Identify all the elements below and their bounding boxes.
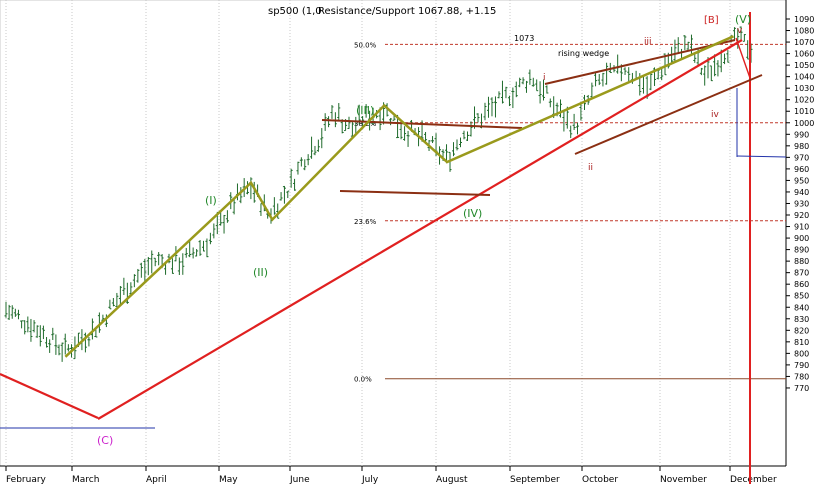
wave-label-iv-major: (IV): [463, 207, 482, 220]
y-tick-label: 950: [794, 176, 809, 185]
y-tick-label: 860: [794, 280, 809, 289]
y-axis-area: [786, 0, 818, 484]
y-tick-label: 1070: [794, 38, 814, 47]
y-tick-label: 960: [794, 165, 809, 174]
y-tick-label: 1050: [794, 61, 814, 70]
y-tick-label: 1080: [794, 27, 814, 36]
y-tick-label: 1040: [794, 73, 814, 82]
projection-drop-line: [735, 37, 751, 79]
wave-label-v-minor: v: [737, 26, 743, 36]
y-tick-label: 770: [794, 384, 809, 393]
wave-label-ii-minor: ii: [588, 163, 593, 173]
y-tick-label: 780: [794, 372, 809, 381]
peak-price-label: 1073: [514, 34, 534, 43]
wave-label-iii-major: (III): [356, 104, 374, 117]
y-axis-ticks: 770 780 790 800 810 820 830 840 850 860 870 880 890 9…: [786, 15, 814, 393]
wedge-upper-line: [544, 39, 736, 85]
wave-label-iv-minor: iv: [711, 110, 720, 120]
y-tick-label: 980: [794, 142, 809, 151]
wave-label-ii-major: (II): [253, 266, 268, 279]
down-trendline: [0, 372, 99, 420]
y-tick-label: 1010: [794, 107, 814, 116]
wave-label-iii-minor: iii: [644, 37, 652, 47]
y-tick-label: 830: [794, 315, 809, 324]
triangle-upper-line: [321, 119, 523, 129]
x-tick-label: December: [730, 475, 777, 484]
x-axis-ticks: February March April May June July August Septe…: [5, 466, 777, 484]
y-tick-label: 1000: [794, 119, 814, 128]
x-tick-label: April: [146, 475, 167, 484]
fib-level-label: 23.6%: [354, 218, 377, 226]
x-tick-label: August: [436, 475, 468, 484]
y-tick-label: 790: [794, 361, 809, 370]
wedge-lower-line: [574, 74, 763, 155]
y-tick-label: 810: [794, 338, 809, 347]
y-tick-label: 930: [794, 199, 809, 208]
x-tick-label: February: [6, 475, 47, 484]
fib-level-label: 50.0%: [354, 41, 377, 49]
y-tick-label: 840: [794, 303, 809, 312]
wave-label-v-major: (V): [735, 13, 751, 26]
y-tick-label: 1030: [794, 84, 814, 93]
y-tick-label: 970: [794, 153, 809, 162]
y-tick-label: 880: [794, 257, 809, 266]
x-tick-label: March: [72, 475, 99, 484]
x-tick-label: September: [510, 475, 560, 484]
y-tick-label: 1020: [794, 96, 814, 105]
triangle-lower-line: [339, 190, 491, 196]
y-tick-label: 820: [794, 326, 809, 335]
bracket-b-label: [B]: [704, 15, 719, 26]
y-tick-label: 900: [794, 234, 809, 243]
y-tick-label: 910: [794, 223, 809, 232]
main-uptrend-line: [97, 39, 743, 420]
wave-label-c: (C): [97, 434, 113, 447]
y-tick-label: 890: [794, 246, 809, 255]
x-tick-label: May: [219, 475, 238, 484]
y-tick-label: 920: [794, 211, 809, 220]
elliott-wave-path: [64, 35, 735, 358]
wave-label-i-minor: i: [543, 73, 546, 83]
title-overlay: Resistance/Support 1067.88, +1.15: [318, 6, 496, 17]
target-level-line: [736, 155, 787, 158]
wave-label-i-major: (I): [205, 194, 217, 207]
fib-level-label: 0.0%: [354, 376, 372, 384]
plot-area: [0, 0, 787, 467]
y-tick-label: 800: [794, 349, 809, 358]
chart-title: sp500 (1,0: [268, 6, 322, 17]
x-tick-label: July: [361, 475, 379, 484]
x-tick-label: October: [582, 475, 618, 484]
y-tick-label: 1060: [794, 50, 814, 59]
x-tick-label: November: [660, 475, 707, 484]
wedge-label: rising wedge: [558, 49, 609, 58]
y-tick-label: 850: [794, 292, 809, 301]
y-tick-label: 870: [794, 269, 809, 278]
y-tick-label: 990: [794, 130, 809, 139]
x-tick-label: June: [289, 475, 310, 484]
y-tick-label: 940: [794, 188, 809, 197]
y-tick-label: 1090: [794, 15, 814, 24]
